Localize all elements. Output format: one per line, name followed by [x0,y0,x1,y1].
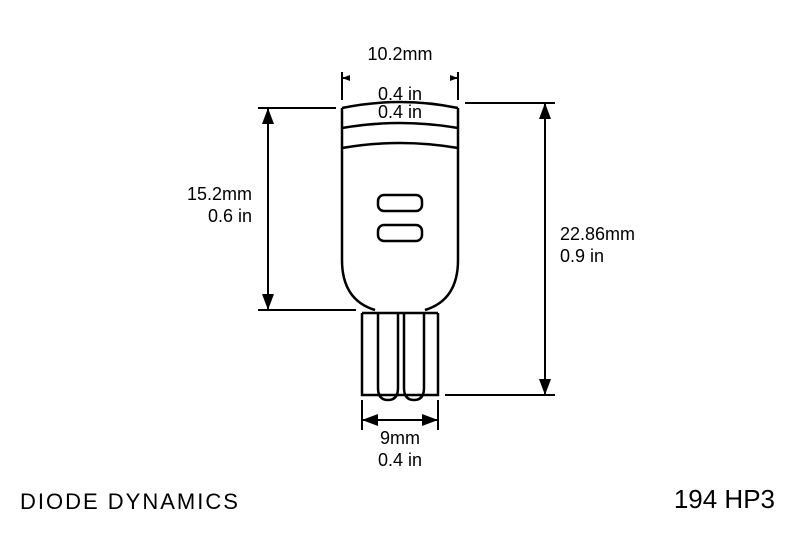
dim-base-width [362,400,438,430]
dim-top-width-labels: 10.2mm 0.4 in [350,44,450,104]
dim-total-height-mm: 22.86mm [560,224,635,244]
bulb-dimension-diagram: 10.2mm 0.4 in . 10.2mm 0.4 in 15.2mm 0.6… [0,0,800,533]
dim-base-width-mm: 9mm [380,428,420,448]
product-label: 194 HP3 [674,484,775,515]
brand-label: DIODE DYNAMICS [20,489,240,515]
dim-top-width-in: 0.4 in [378,102,422,122]
dim-total-height-in: 0.9 in [560,246,604,266]
svg-text:0.4 in: 0.4 in [378,84,422,104]
dim-total-height [445,103,555,395]
dim-body-height-mm: 15.2mm [187,184,252,204]
bulb-outline [342,102,458,400]
dim-body-height-in: 0.6 in [208,206,252,226]
svg-text:10.2mm: 10.2mm [367,44,432,64]
dim-base-width-in: 0.4 in [378,450,422,470]
